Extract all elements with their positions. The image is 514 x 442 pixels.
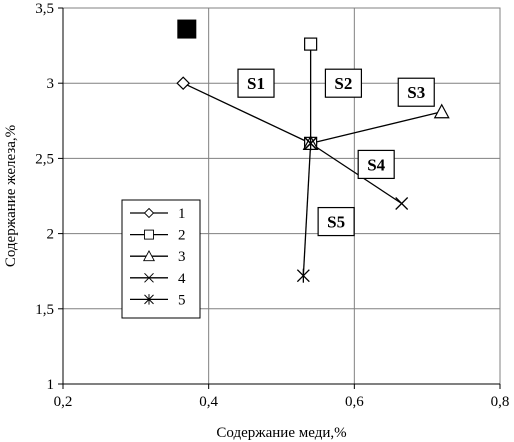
annotation-label: S1	[247, 74, 265, 93]
axes	[62, 7, 501, 385]
data-point-3	[433, 103, 450, 119]
legend-label: 2	[178, 228, 186, 244]
legend-marker	[142, 250, 156, 262]
legend-marker	[144, 229, 154, 240]
series-line-3	[310, 111, 442, 144]
annotation-s2: S2	[324, 68, 363, 98]
legend-label: 1	[178, 206, 186, 222]
legend-box	[121, 199, 201, 319]
legend-item-2: 2	[130, 228, 186, 244]
data-point-5	[296, 268, 310, 283]
legend-marker	[144, 272, 154, 283]
y-tick-label: 2	[47, 227, 55, 243]
series-line-5	[302, 143, 312, 276]
series-line-1	[182, 82, 311, 144]
grid	[63, 8, 500, 384]
x-tick-label: 0,8	[491, 394, 510, 410]
x-tick-label: 0,2	[54, 394, 73, 410]
legend-item-3: 3	[130, 249, 186, 265]
series-lines	[182, 44, 442, 276]
series-line-4	[310, 142, 403, 205]
tick-labels: 0,2 0,4 0,6 0,8 1 1,5 2 2,5 3 3,5	[35, 1, 509, 410]
data-point-1	[176, 76, 191, 91]
legend-label: 5	[178, 292, 186, 308]
annotation-s1: S1	[237, 68, 275, 98]
annotation-box	[237, 68, 275, 98]
annotations: S1 S2 S3 S4 S5	[237, 68, 435, 237]
y-tick-label: 1	[47, 377, 55, 393]
series-markers	[176, 19, 450, 283]
y-tick-label: 3	[47, 76, 55, 92]
annotation-label: S4	[367, 155, 385, 174]
legend-label: 3	[178, 249, 186, 265]
annotation-box	[317, 206, 355, 237]
y-tick-label: 3,5	[35, 1, 54, 17]
annotation-box	[397, 77, 435, 107]
y-axis-label: Содержание железа,%	[3, 125, 19, 267]
legend-item-1: 1	[130, 206, 186, 222]
annotation-label: S3	[407, 83, 425, 102]
annotation-s5: S5	[317, 206, 355, 237]
annotation-label: S2	[334, 74, 352, 93]
data-point-4	[395, 197, 409, 210]
legend: 1 2 3 4 5	[121, 199, 201, 319]
legend-marker	[143, 207, 155, 219]
legend-item-5: 5	[130, 292, 186, 308]
legend-label: 4	[178, 271, 186, 287]
plot-frame	[62, 7, 501, 385]
annotation-label: S5	[327, 213, 345, 232]
x-axis-label: Содержание меди,%	[216, 425, 346, 441]
extra-data-point	[177, 19, 197, 39]
legend-item-4: 4	[130, 271, 186, 287]
data-point-2	[304, 37, 318, 51]
legend-marker	[144, 294, 154, 305]
data-point-5	[304, 136, 318, 151]
annotation-box	[324, 68, 363, 98]
annotation-s3: S3	[397, 77, 435, 107]
x-tick-label: 0,6	[345, 394, 364, 410]
annotation-s4: S4	[357, 149, 395, 180]
y-tick-label: 1,5	[35, 302, 54, 318]
annotation-box	[357, 149, 395, 180]
x-tick-label: 0,4	[199, 394, 218, 410]
y-tick-label: 2,5	[35, 151, 54, 167]
